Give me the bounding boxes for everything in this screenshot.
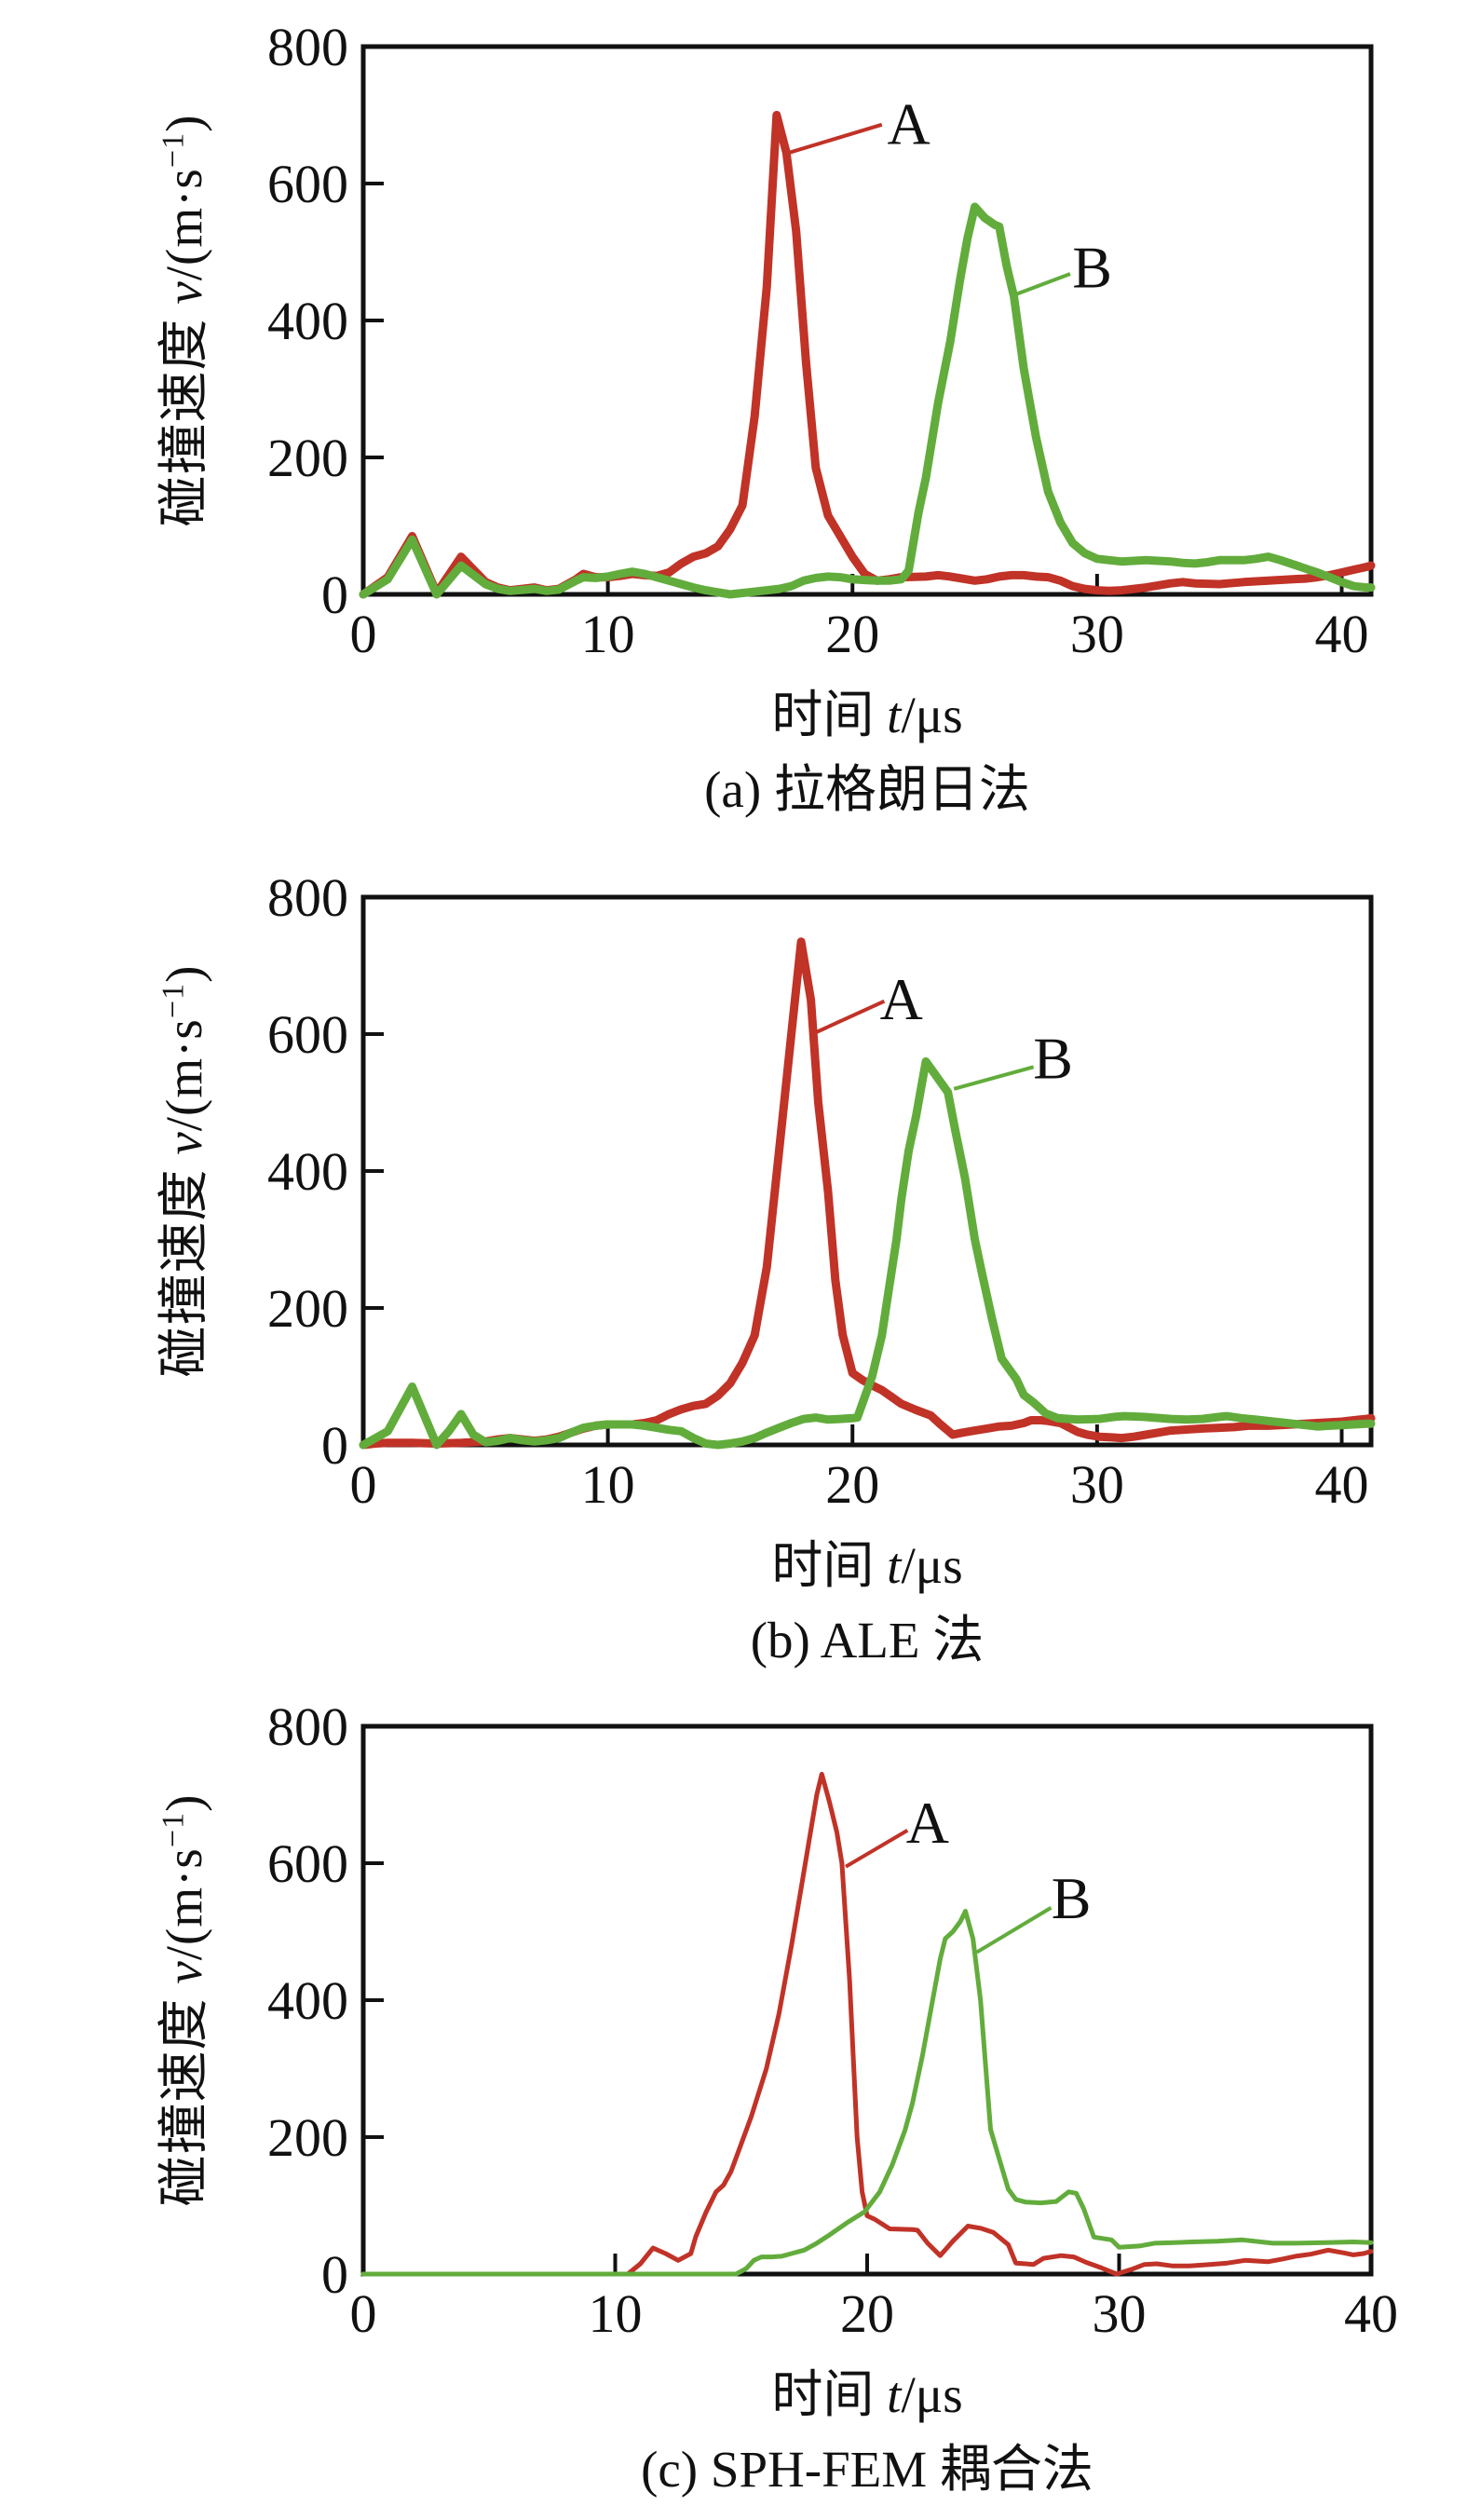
- y-tick-label: 400: [267, 291, 348, 351]
- y-tick-label: 400: [267, 1141, 348, 1202]
- series-A-line: [359, 111, 1376, 599]
- y-tick-label: 0: [321, 565, 348, 625]
- plot-frame: [360, 894, 1374, 1448]
- y-axis-unit-open: /(m·s: [156, 168, 212, 281]
- x-tick-label: 30: [1093, 2283, 1147, 2344]
- y-axis-label: 碰撞速度 v/(m·s−1): [142, 115, 216, 527]
- y-tick-label: 0: [321, 1415, 348, 1476]
- y-tick-label: 200: [267, 428, 348, 488]
- series-B-line: [359, 1056, 1376, 1450]
- y-axis-unit-exponent: −1: [156, 1811, 191, 1848]
- annotation-A-label: A: [888, 90, 930, 157]
- x-tick-label: 0: [350, 2283, 377, 2344]
- y-tick-label: 200: [267, 1278, 348, 1339]
- series-B-line: [359, 202, 1376, 599]
- caption-ale: (b) ALE 法: [750, 1612, 985, 1669]
- series-A-line: [359, 937, 1376, 1450]
- y-tick-label: 800: [267, 17, 348, 77]
- caption-sph-fem: (c) SPH-FEM 耦合法: [641, 2441, 1093, 2498]
- x-tick-label: 30: [1070, 604, 1124, 664]
- x-tick-label: 10: [581, 1454, 635, 1515]
- x-tick-label: 0: [350, 604, 377, 664]
- y-axis-variable: v: [156, 280, 212, 305]
- annotation-A-label: A: [880, 966, 923, 1032]
- y-tick-label: 800: [267, 1696, 348, 1757]
- x-axis-variable: t: [887, 2366, 902, 2423]
- x-axis-unit: /μs: [901, 2366, 963, 2423]
- plot-area-lagrangian: 0 200 400 600 800 0 10 20 30 40 A B: [267, 17, 1376, 664]
- plot-area-sph-fem: 0 200 400 600 800 0 10 20 30 40 A B: [267, 1696, 1398, 2344]
- series-A-line: [360, 1771, 1374, 2277]
- annotation-B-leader: [953, 1065, 1035, 1091]
- chart-sph-fem: 0 200 400 600 800 0 10 20 30 40 A B 碰撞速度 v/(m·s−1) …: [37, 1695, 1467, 2520]
- annotation-A-leader: [811, 999, 886, 1036]
- x-tick-label: 40: [1314, 1454, 1368, 1515]
- x-axis-unit: /μs: [901, 1537, 963, 1594]
- y-tick-label: 600: [267, 1833, 348, 1894]
- y-axis-variable: v: [156, 1960, 212, 1984]
- x-tick-label: 10: [589, 2283, 643, 2344]
- x-axis-variable: t: [887, 687, 902, 743]
- plot-frame: [360, 1723, 1374, 2277]
- y-axis-unit-close: ): [156, 964, 212, 983]
- x-tick-label: 30: [1070, 1454, 1124, 1515]
- series-B-line: [360, 1909, 1374, 2277]
- x-axis-label: 时间 t/μs: [363, 2352, 1371, 2427]
- y-axis-label: 碰撞速度 v/(m·s−1): [142, 1794, 216, 2207]
- x-tick-label: 0: [350, 1454, 377, 1515]
- y-axis-unit-exponent: −1: [156, 982, 191, 1019]
- y-tick-label: 200: [267, 2107, 348, 2168]
- y-axis-label-cn: 碰撞速度: [156, 1154, 212, 1378]
- x-axis-label-cn: 时间: [771, 687, 888, 743]
- chart-lagrangian: 0 200 400 600 800 0 10 20 30 40 A B 碰撞速度 v/(m·s−1) …: [37, 15, 1467, 840]
- x-tick-label: 20: [840, 2283, 894, 2344]
- x-tick-label: 10: [581, 604, 635, 664]
- chart-ale: 0 200 400 600 800 0 10 20 30 40 A B 碰撞速度 v/(m·s−1) …: [37, 865, 1467, 1691]
- x-axis-label-cn: 时间: [771, 2366, 888, 2423]
- annotation-A-leader: [844, 1828, 909, 1869]
- annotation-B-leader: [975, 1906, 1053, 1955]
- y-tick-label: 400: [267, 1970, 348, 2031]
- annotation-B-leader: [1012, 272, 1071, 297]
- y-axis-unit-close: ): [156, 114, 212, 132]
- x-tick-label: 20: [825, 604, 879, 664]
- y-tick-label: 800: [267, 867, 348, 928]
- annotation-A-leader: [788, 122, 883, 155]
- x-tick-label: 40: [1314, 604, 1368, 664]
- annotation-B-label: B: [1072, 235, 1112, 301]
- x-axis-unit: /μs: [901, 687, 963, 743]
- x-tick-label: 20: [825, 1454, 879, 1515]
- y-tick-label: 0: [321, 2244, 348, 2305]
- caption-lagrangian: (a) 拉格朗日法: [704, 761, 1030, 818]
- y-axis-unit-open: /(m·s: [156, 1018, 212, 1132]
- plot-area-ale: 0 200 400 600 800 0 10 20 30 40 A B: [267, 867, 1376, 1515]
- y-axis-label-cn: 碰撞速度: [156, 304, 212, 527]
- y-axis-unit-exponent: −1: [156, 131, 191, 169]
- annotation-A-label: A: [906, 1790, 949, 1856]
- x-axis-label-cn: 时间: [771, 1537, 888, 1594]
- x-tick-label: 40: [1344, 2283, 1398, 2344]
- y-axis-variable: v: [156, 1131, 212, 1155]
- x-axis-variable: t: [887, 1537, 902, 1594]
- annotation-B-label: B: [1033, 1026, 1073, 1092]
- annotation-B-label: B: [1052, 1865, 1092, 1931]
- y-tick-label: 600: [267, 154, 348, 214]
- y-tick-label: 600: [267, 1004, 348, 1065]
- y-axis-label: 碰撞速度 v/(m·s−1): [142, 965, 216, 1378]
- x-axis-label: 时间 t/μs: [363, 1523, 1371, 1598]
- y-axis-label-cn: 碰撞速度: [156, 1983, 212, 2207]
- y-axis-unit-open: /(m·s: [156, 1847, 212, 1961]
- x-axis-label: 时间 t/μs: [363, 673, 1371, 747]
- y-axis-unit-close: ): [156, 1793, 212, 1812]
